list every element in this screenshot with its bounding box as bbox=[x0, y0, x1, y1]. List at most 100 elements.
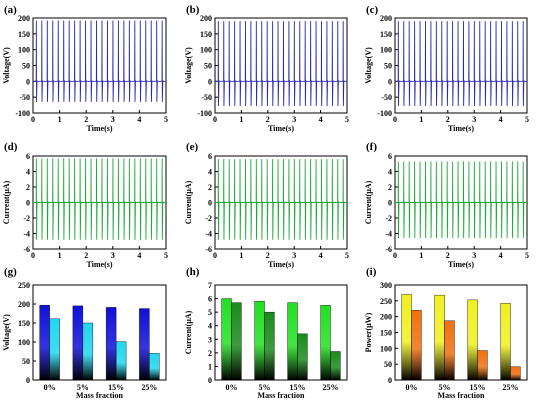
y-tick-label: 100 bbox=[380, 344, 392, 353]
y-axis-label: Current(μA) bbox=[184, 180, 193, 224]
y-axis-label: Current(μA) bbox=[2, 180, 11, 224]
y-axis-label: Voltage(V) bbox=[364, 47, 373, 84]
x-tick-label: 4 bbox=[319, 251, 323, 260]
y-tick-label: -50 bbox=[19, 93, 30, 102]
x-axis-label: Time(s) bbox=[86, 260, 112, 269]
y-tick-label: -2 bbox=[205, 214, 212, 223]
category-label: 0% bbox=[44, 383, 56, 392]
bar-series2-0pct bbox=[49, 318, 60, 381]
bar-series1-0pct bbox=[401, 294, 412, 381]
x-tick-label: 3 bbox=[472, 251, 476, 260]
y-tick-label: 0 bbox=[26, 77, 30, 86]
y-tick-label: 0 bbox=[388, 77, 392, 86]
x-tick-label: 3 bbox=[292, 115, 296, 124]
y-tick-label: 200 bbox=[18, 14, 30, 23]
y-tick-label: 200 bbox=[380, 313, 392, 322]
voltage-waveform-a: -100 -50 0 50 100 150 200 0 1 2 3 4 5 Time(s) Voltage(… bbox=[2, 14, 168, 133]
x-tick-label: 3 bbox=[111, 251, 115, 260]
signal-trace bbox=[33, 158, 166, 240]
panel-label-g: (g) bbox=[4, 266, 17, 278]
y-tick-label: -4 bbox=[205, 230, 212, 239]
panel-label-c: (c) bbox=[366, 4, 379, 16]
x-tick-label: 1 bbox=[58, 251, 62, 260]
y-tick-label: 200 bbox=[380, 14, 392, 23]
y-axis-label: Voltage(V) bbox=[2, 314, 11, 351]
x-axis-label: Mass fraction bbox=[76, 391, 123, 400]
x-tick-label: 1 bbox=[419, 115, 423, 124]
x-tick-label: 3 bbox=[292, 251, 296, 260]
y-tick-label: 250 bbox=[18, 281, 30, 290]
signal-trace bbox=[215, 21, 347, 107]
x-tick-label: 2 bbox=[84, 115, 88, 124]
x-tick-label: 5 bbox=[164, 115, 168, 124]
signal-trace bbox=[395, 21, 527, 107]
bar-series2-25pct bbox=[149, 353, 160, 381]
x-axis-label: Time(s) bbox=[448, 260, 474, 269]
y-tick-label: 2 bbox=[26, 183, 30, 192]
y-tick-label: 4 bbox=[26, 168, 30, 177]
y-tick-label: -100 bbox=[377, 109, 392, 118]
y-tick-label: 100 bbox=[200, 46, 212, 55]
bar-series1-15pct bbox=[287, 302, 298, 381]
panel-label-e: (e) bbox=[186, 141, 199, 153]
category-label: 25% bbox=[503, 383, 519, 392]
x-tick-label: 4 bbox=[137, 251, 141, 260]
panel-label-f: (f) bbox=[366, 141, 377, 153]
y-tick-label: 150 bbox=[18, 319, 30, 328]
y-tick-label: 150 bbox=[200, 30, 212, 39]
y-tick-label: -6 bbox=[385, 245, 392, 254]
y-tick-label: 0 bbox=[208, 376, 212, 385]
category-label: 0% bbox=[406, 383, 418, 392]
bar-series1-25pct bbox=[500, 303, 511, 381]
bar-series1-0pct bbox=[39, 304, 50, 381]
current-bar-chart-h: 0 1 2 3 4 5 6 7 Mass fraction Current(μA) 0% 5% 15% 2… bbox=[184, 281, 348, 400]
category-label: 5% bbox=[259, 383, 271, 392]
bar-series2-5pct bbox=[82, 322, 94, 381]
x-tick-label: 2 bbox=[446, 251, 450, 260]
x-tick-label: 2 bbox=[266, 115, 270, 124]
y-tick-label: -2 bbox=[385, 214, 392, 223]
y-tick-label: 0 bbox=[388, 199, 392, 208]
y-tick-label: 0 bbox=[26, 376, 30, 385]
category-label: 5% bbox=[77, 383, 89, 392]
y-tick-label: 50 bbox=[22, 62, 30, 71]
x-axis-label: Mass fraction bbox=[258, 391, 305, 400]
bar-series1-5pct bbox=[72, 305, 84, 381]
y-tick-label: 100 bbox=[18, 338, 30, 347]
x-tick-label: 1 bbox=[239, 115, 243, 124]
y-tick-label: -6 bbox=[205, 245, 212, 254]
y-tick-label: 0 bbox=[208, 77, 212, 86]
signal-trace bbox=[33, 20, 166, 102]
x-tick-label: 5 bbox=[345, 251, 349, 260]
y-tick-label: 4 bbox=[208, 322, 212, 331]
x-tick-label: 0 bbox=[31, 115, 35, 124]
x-tick-label: 4 bbox=[137, 115, 141, 124]
y-tick-label: 200 bbox=[18, 300, 30, 309]
y-axis-label: Power(μW) bbox=[364, 312, 373, 352]
current-waveform-f: -6 -4 -2 0 2 4 6 0 1 2 3 4 5 Time(s) Current(μA) bbox=[364, 152, 529, 269]
x-tick-label: 2 bbox=[266, 251, 270, 260]
category-label: 15% bbox=[108, 383, 124, 392]
category-label: 25% bbox=[323, 383, 339, 392]
y-tick-label: 250 bbox=[380, 297, 392, 306]
y-tick-label: 7 bbox=[208, 281, 212, 290]
x-tick-label: 4 bbox=[499, 115, 503, 124]
bar-series1-0pct bbox=[221, 298, 232, 381]
y-tick-label: 50 bbox=[22, 357, 30, 366]
y-tick-label: 2 bbox=[208, 349, 212, 358]
bar-series2-15pct bbox=[297, 333, 308, 381]
y-tick-label: 200 bbox=[200, 14, 212, 23]
x-axis-label: Mass fraction bbox=[438, 391, 485, 400]
y-tick-label: 0 bbox=[388, 376, 392, 385]
category-label: 0% bbox=[226, 383, 238, 392]
category-label: 5% bbox=[439, 383, 451, 392]
x-axis-label: Time(s) bbox=[86, 124, 112, 133]
voltage-bar-chart-g: 0 50 100 150 200 250 Mass fraction Voltage(V) 0%… bbox=[2, 281, 167, 400]
panel-label-i: (i) bbox=[366, 266, 377, 278]
x-tick-label: 5 bbox=[164, 251, 168, 260]
y-tick-label: 6 bbox=[208, 295, 212, 304]
y-axis-label: Voltage(V) bbox=[184, 47, 193, 84]
bar-series2-15pct bbox=[115, 341, 127, 381]
y-tick-label: 6 bbox=[208, 152, 212, 161]
